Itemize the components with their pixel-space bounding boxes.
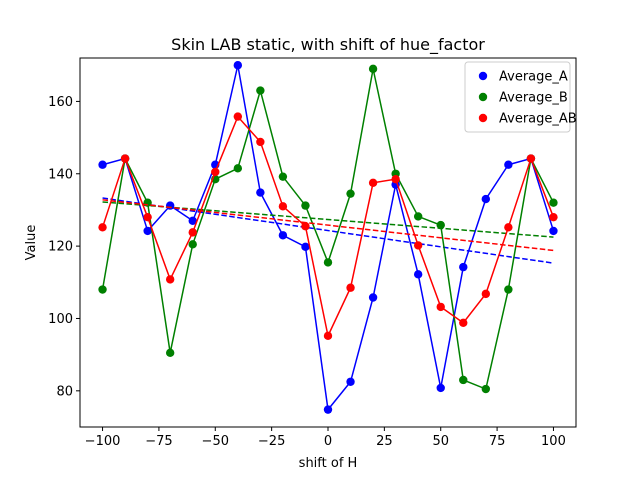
x-tick-label: −100	[85, 434, 121, 449]
legend: Average_A Average_B Average_AB	[464, 61, 577, 133]
line-average-ab	[101, 115, 555, 339]
y-axis: 80 100 120 140 160	[48, 95, 80, 399]
point-average-a	[481, 194, 491, 204]
point-average-a	[233, 61, 243, 70]
point-average-a	[165, 201, 175, 210]
point-average-ab	[188, 228, 197, 237]
legend-label: Average_A	[499, 70, 568, 85]
point-average-a	[504, 160, 513, 169]
x-tick-label: 25	[376, 434, 393, 449]
point-average-ab	[211, 167, 220, 177]
point-average-ab	[143, 212, 152, 222]
y-tick-label: 160	[48, 95, 73, 110]
point-average-ab	[391, 174, 400, 184]
legend-item-average-a: Average_A	[478, 70, 568, 85]
point-average-a	[98, 160, 107, 169]
point-average-b	[413, 212, 423, 221]
x-tick-label: 50	[432, 434, 449, 449]
x-tick-label: −25	[258, 434, 285, 449]
point-average-ab	[256, 137, 265, 147]
y-tick-label: 120	[48, 240, 73, 255]
legend-item-average-b: Average_B	[478, 91, 568, 106]
point-average-ab	[459, 318, 468, 328]
point-average-b	[323, 258, 333, 267]
point-average-ab	[165, 275, 175, 284]
point-average-b	[549, 198, 558, 207]
legend-label: Average_AB	[499, 112, 577, 127]
point-average-b	[368, 64, 378, 74]
chart-title: Skin LAB static, with shift of hue_facto…	[171, 35, 485, 55]
point-average-b	[188, 240, 197, 249]
point-average-b	[481, 384, 491, 394]
x-tick-label: 75	[489, 434, 506, 449]
point-average-a	[188, 216, 197, 225]
point-average-ab	[233, 112, 243, 121]
point-average-a	[368, 293, 378, 302]
point-average-b	[459, 375, 468, 385]
y-axis-label: Value	[24, 225, 39, 261]
x-tick-label: −50	[202, 434, 229, 449]
legend-marker	[478, 113, 488, 123]
trend-line-average-ab	[102, 199, 554, 252]
point-average-a	[549, 226, 558, 236]
point-average-b	[301, 201, 310, 210]
point-average-ab	[301, 222, 310, 231]
point-average-ab	[504, 223, 513, 232]
legend-label: Average_B	[499, 91, 568, 106]
point-average-ab	[368, 178, 378, 188]
point-average-a	[346, 377, 355, 386]
point-average-b	[436, 220, 445, 230]
point-average-a	[323, 405, 333, 414]
point-average-b	[165, 348, 175, 358]
point-average-a	[459, 262, 468, 272]
y-tick-label: 140	[48, 167, 73, 182]
point-average-b	[278, 172, 288, 181]
point-average-b	[504, 285, 513, 294]
legend-frame	[464, 61, 571, 133]
point-average-b	[346, 189, 355, 198]
x-tick-label: −75	[145, 434, 172, 449]
point-average-ab	[346, 283, 355, 292]
legend-marker	[478, 92, 488, 102]
point-average-ab	[323, 331, 333, 341]
point-average-ab	[526, 154, 536, 163]
point-average-a	[413, 270, 423, 279]
point-average-a	[143, 226, 152, 236]
series-layer	[98, 61, 558, 414]
point-average-ab	[120, 154, 130, 163]
x-tick-label: 0	[324, 434, 332, 449]
y-tick-label: 100	[48, 312, 73, 327]
x-tick-label: 100	[541, 434, 566, 449]
point-average-b	[98, 285, 107, 294]
legend-item-average-ab: Average_AB	[478, 112, 577, 127]
point-average-ab	[436, 302, 445, 312]
point-average-ab	[413, 241, 423, 250]
point-average-a	[256, 188, 265, 197]
x-axis-label: shift of H	[299, 456, 358, 471]
point-average-a	[301, 242, 310, 252]
point-average-ab	[98, 223, 107, 232]
point-average-ab	[549, 212, 558, 222]
point-average-ab	[481, 289, 491, 299]
point-average-a	[278, 231, 288, 240]
point-average-ab	[278, 202, 288, 211]
x-axis: −100 −75 −50 −25 0 25 50 75 100	[85, 427, 566, 449]
y-tick-label: 80	[56, 384, 73, 399]
point-average-a	[436, 383, 445, 393]
point-average-b	[233, 164, 243, 173]
point-average-b	[256, 86, 265, 95]
legend-marker	[478, 71, 488, 81]
series-average-ab	[98, 112, 558, 341]
